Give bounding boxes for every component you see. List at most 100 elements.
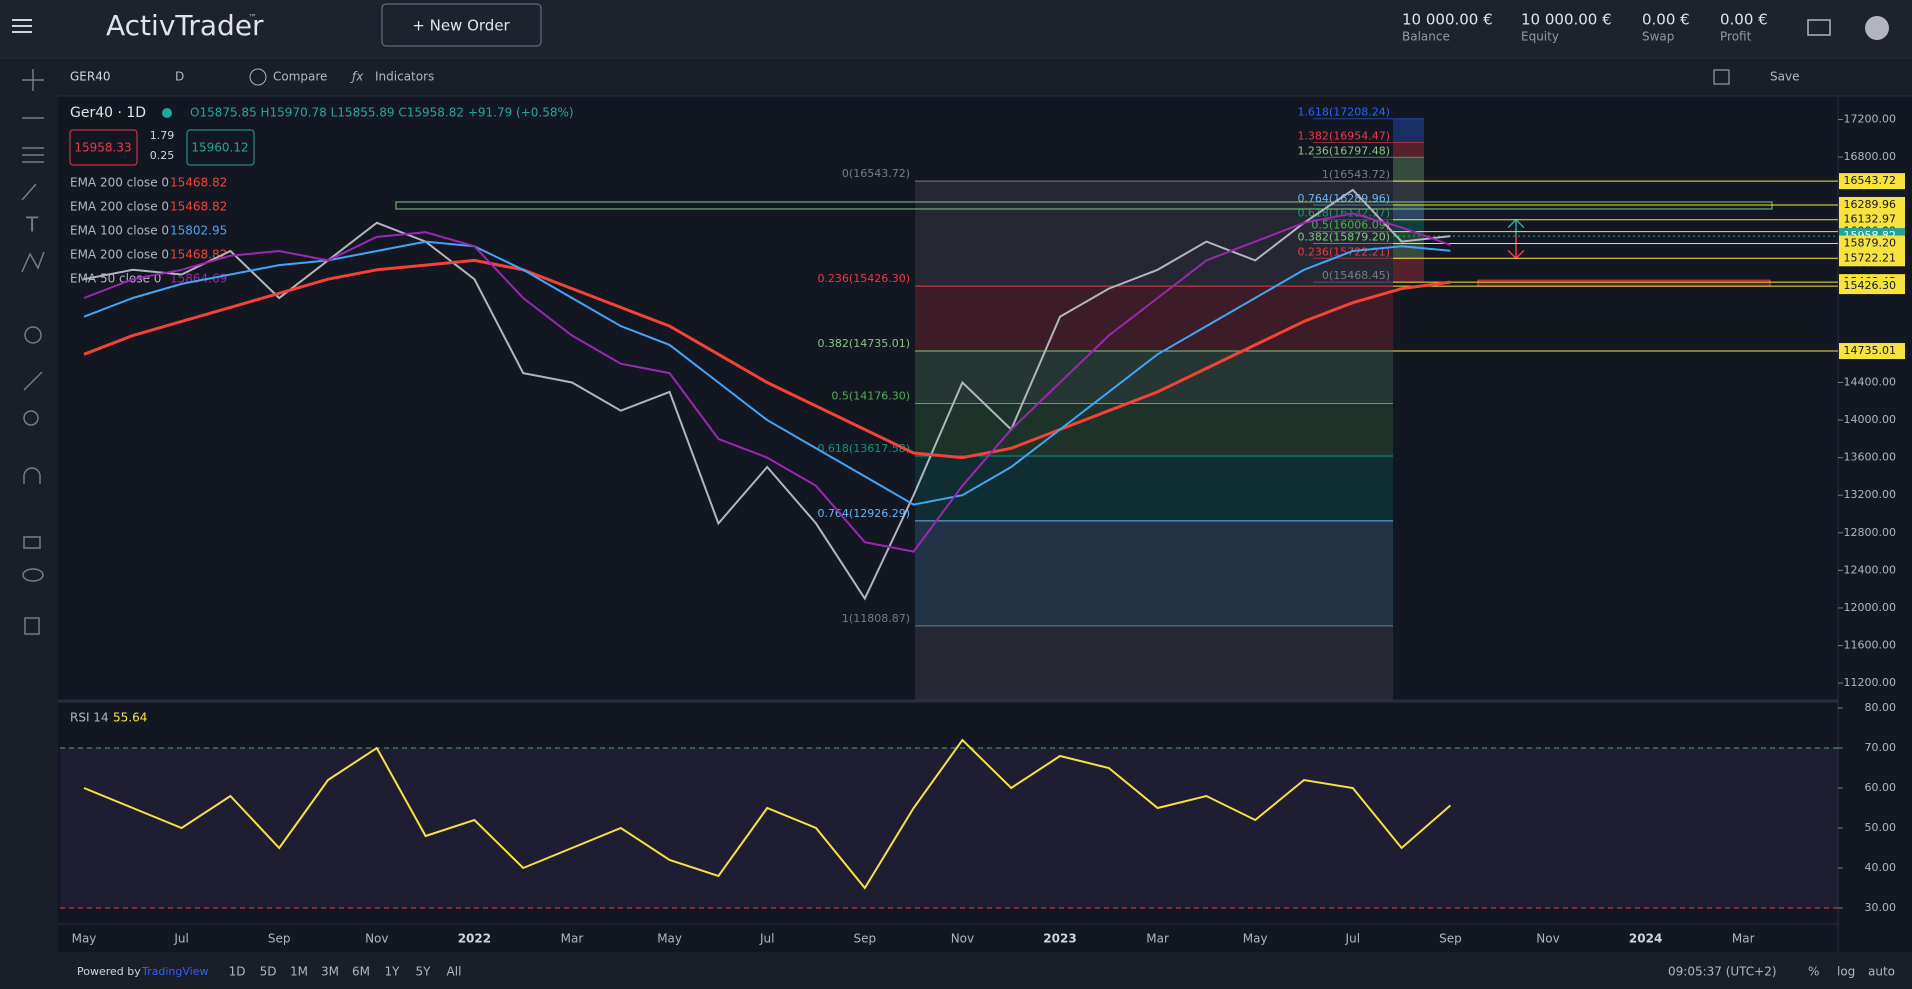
y-tick-label: 70.00 xyxy=(1865,741,1897,754)
price-label-bg xyxy=(1839,173,1905,190)
percent-toggle[interactable]: % xyxy=(1808,965,1819,979)
tool-icons[interactable]: T xyxy=(21,69,45,635)
log-toggle[interactable]: log xyxy=(1837,965,1855,979)
x-tick-label: Nov xyxy=(1536,932,1559,946)
indicator-value: 15468.82 xyxy=(170,248,227,262)
fib-ext-label: 0.382(15879.20) xyxy=(1297,231,1390,244)
x-tick-label: 2022 xyxy=(458,932,491,946)
x-tick-label: Jul xyxy=(1345,932,1360,946)
series-line xyxy=(83,212,1451,553)
price-label-bg xyxy=(1839,278,1905,295)
range-button[interactable]: 1M xyxy=(290,965,308,979)
fib-label: 0.764(12926.29) xyxy=(817,507,910,520)
range-button[interactable]: 3M xyxy=(321,965,339,979)
account-value: 10 000.00 € xyxy=(1521,11,1612,29)
save[interactable]: Save xyxy=(1770,70,1799,84)
range-button[interactable]: All xyxy=(447,965,462,979)
y-tick-label: 40.00 xyxy=(1865,861,1897,874)
rsi-band xyxy=(60,748,1838,908)
avatar[interactable] xyxy=(1865,16,1889,40)
series-line xyxy=(83,240,1451,506)
indicator-value: 15468.82 xyxy=(170,200,227,214)
x-tick-label: Nov xyxy=(951,932,974,946)
fib-label: 0.236(15426.30) xyxy=(817,272,910,285)
powered: Powered by xyxy=(77,965,141,978)
price-label: 16543.72 xyxy=(1844,174,1897,187)
mail-icon[interactable] xyxy=(1807,19,1831,36)
fib-label: 0.382(14735.01) xyxy=(817,337,910,350)
range-button[interactable]: 5D xyxy=(260,965,277,979)
x-tick-label: Mar xyxy=(561,932,584,946)
y-tick-label: 60.00 xyxy=(1865,781,1897,794)
fib-ext-band xyxy=(1393,181,1424,205)
ohlc: O15875.85 H15970.78 L15855.89 C15958.82 … xyxy=(190,106,574,120)
x-tick-label: Nov xyxy=(365,932,388,946)
range-button[interactable]: 6M xyxy=(352,965,370,979)
account-label: Profit xyxy=(1720,30,1752,44)
fib-ext-label: 1.382(16954.47) xyxy=(1297,130,1390,143)
compare-icon[interactable] xyxy=(249,68,267,86)
x-tick-label: May xyxy=(1243,932,1268,946)
x-tick-label: 2024 xyxy=(1629,932,1662,946)
rsi-name: RSI 14 xyxy=(70,711,109,725)
price-label: 16132.97 xyxy=(1844,213,1897,226)
series-line xyxy=(83,188,1451,601)
layout-icon[interactable] xyxy=(1713,69,1730,85)
y-tick-label: 12400.00 xyxy=(1844,563,1897,576)
fib-ext-label: 1.618(17208.24) xyxy=(1297,106,1390,119)
bid[interactable]: 15958.33 xyxy=(74,141,131,155)
symbol[interactable]: GER40 xyxy=(70,70,111,84)
account-label: Equity xyxy=(1521,30,1559,44)
fib-ext-band xyxy=(1393,142,1424,158)
x-tick-label: Sep xyxy=(853,932,876,946)
clock: 09:05:37 (UTC+2) xyxy=(1668,965,1777,979)
account-value: 10 000.00 € xyxy=(1402,11,1493,29)
bid-box[interactable] xyxy=(69,129,138,166)
top-bar xyxy=(0,0,1912,58)
fib-band xyxy=(915,403,1393,456)
x-tick-label: Sep xyxy=(1439,932,1462,946)
y-tick-label: 30.00 xyxy=(1865,901,1897,914)
ask-box[interactable] xyxy=(186,129,255,166)
spread: 1.79 xyxy=(150,129,175,142)
account-label: Swap xyxy=(1642,30,1674,44)
left-tools xyxy=(0,96,58,989)
x-tick-label: May xyxy=(657,932,682,946)
price-label-bg xyxy=(1839,196,1905,213)
market-status xyxy=(162,108,172,118)
menu-icon[interactable] xyxy=(12,19,32,33)
price-label: 16289.96 xyxy=(1844,198,1897,211)
new-order-label[interactable]: + New Order xyxy=(412,17,510,35)
price-label: 15426.30 xyxy=(1844,279,1897,292)
y-tick-label: 14400.00 xyxy=(1844,376,1897,389)
range-button[interactable]: 5Y xyxy=(416,965,432,979)
account-value: 0.00 € xyxy=(1642,11,1690,29)
ask[interactable]: 15960.12 xyxy=(191,141,248,155)
fx-icon[interactable]: ƒx xyxy=(350,70,364,84)
logo-mark: ™ xyxy=(248,14,257,24)
brand[interactable]: TradingView xyxy=(141,965,208,978)
y-tick-label: 80.00 xyxy=(1865,701,1897,714)
account-label: Balance xyxy=(1402,30,1450,44)
indicator-value: 15468.82 xyxy=(170,176,227,190)
fib-ext-label: 0(15468.45) xyxy=(1322,269,1390,282)
price-label-bg xyxy=(1839,250,1905,267)
fib-ext-label: 0.5(16006.09) xyxy=(1311,219,1390,232)
range-button[interactable]: 1Y xyxy=(385,965,401,979)
x-tick-label: Jul xyxy=(173,932,188,946)
interval[interactable]: D xyxy=(175,70,184,84)
compare[interactable]: Compare xyxy=(273,70,327,84)
logo: ActivTrader xyxy=(106,9,264,42)
indicators[interactable]: Indicators xyxy=(375,70,434,84)
x-tick-label: Jul xyxy=(759,932,774,946)
range-button[interactable]: 1D xyxy=(229,965,246,979)
legend-title: Ger40 · 1D xyxy=(70,105,146,121)
fib-band xyxy=(915,520,1393,626)
new-order-button[interactable] xyxy=(381,3,542,47)
fib-label: 0.5(14176.30) xyxy=(831,390,910,403)
fib-band xyxy=(915,286,1393,352)
auto-toggle[interactable]: auto xyxy=(1868,965,1895,979)
series-line xyxy=(83,738,1452,890)
